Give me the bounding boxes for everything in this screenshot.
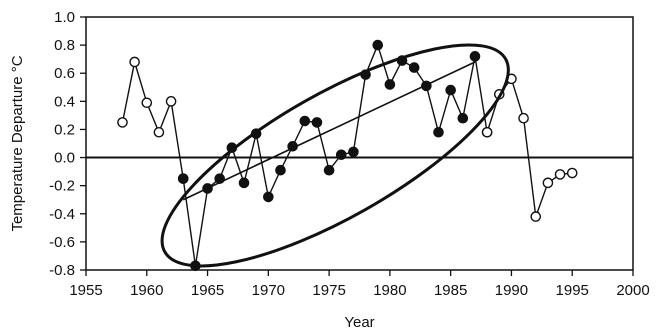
- open-data-point: [530, 211, 542, 222]
- x-tick-label: 1995: [556, 282, 589, 299]
- x-tick-label: 1965: [191, 282, 224, 299]
- plot-frame: [85, 16, 634, 271]
- filled-data-point: [287, 141, 298, 152]
- open-data-point: [554, 169, 566, 180]
- x-tick-labels: 1955 1960 1965 1970 1975 1980 1985 1990 1995 2000: [69, 282, 649, 299]
- y-tick-label: 0.0: [54, 150, 75, 167]
- filled-data-point: [299, 115, 311, 127]
- x-tick-label: 1990: [495, 282, 528, 299]
- filled-data-point: [469, 51, 481, 62]
- y-axis-title: Temperature Departure °C: [9, 55, 26, 231]
- y-tick-label: 0.6: [54, 65, 75, 82]
- filled-data-point: [177, 173, 189, 184]
- open-data-point: [141, 97, 153, 109]
- series-line: [121, 61, 184, 179]
- highlight-ellipse: [160, 43, 510, 268]
- y-tick-label: 0.4: [54, 93, 75, 110]
- y-tick-label: 1.0: [54, 9, 75, 26]
- open-data-point: [153, 126, 165, 138]
- axis-ticks: [80, 16, 634, 276]
- open-data-point: [117, 117, 128, 128]
- filled-data-point: [433, 126, 444, 138]
- x-tick-label: 1960: [130, 282, 163, 299]
- x-tick-label: 1985: [434, 282, 467, 299]
- filled-data-point: [214, 173, 226, 184]
- filled-data-point: [421, 80, 432, 92]
- x-tick-label: 1955: [69, 282, 102, 299]
- x-tick-label: 2000: [616, 282, 649, 299]
- filled-data-point: [372, 39, 384, 51]
- filled-data-point: [311, 117, 323, 128]
- series-line: [182, 43, 488, 266]
- y-tick-label: 0.8: [54, 37, 75, 54]
- x-tick-label: 1980: [373, 282, 406, 299]
- highlight-ellipse-group: [160, 43, 510, 268]
- filled-data-point: [202, 183, 213, 194]
- filled-data-point: [457, 112, 469, 124]
- y-tick-label: -0.2: [49, 178, 75, 195]
- y-tick-label: 0.2: [54, 121, 75, 138]
- open-data-point: [542, 177, 554, 189]
- open-data-point: [165, 96, 177, 107]
- plot-frame-group: [85, 16, 634, 271]
- filled-data-point: [408, 62, 420, 73]
- open-data-point: [566, 167, 578, 179]
- open-data-point: [518, 112, 529, 124]
- trend-line-group: [182, 61, 476, 201]
- open-data-point: [481, 126, 493, 138]
- filled-data-point: [263, 191, 274, 203]
- y-tick-label: -0.8: [49, 262, 75, 279]
- trend-line: [182, 61, 476, 201]
- filled-data-point: [323, 164, 335, 176]
- x-axis-title: Year: [344, 314, 374, 331]
- open-data-point: [129, 56, 140, 68]
- y-tick-label: -0.4: [49, 206, 75, 223]
- filled-data-point: [384, 79, 396, 90]
- x-tick-label: 1970: [252, 282, 285, 299]
- y-tick-label: -0.6: [49, 234, 75, 251]
- filled-data-point: [445, 84, 456, 96]
- x-tick-label: 1975: [312, 282, 345, 299]
- filled-data-point: [335, 149, 347, 161]
- filled-data-point: [238, 177, 250, 189]
- filled-data-point: [348, 146, 359, 158]
- y-tick-labels: 1.0 0.8 0.6 0.4 0.2 0.0 -0.2 -0.4 -0.6 -0.8: [49, 9, 75, 279]
- filled-data-point: [275, 164, 286, 176]
